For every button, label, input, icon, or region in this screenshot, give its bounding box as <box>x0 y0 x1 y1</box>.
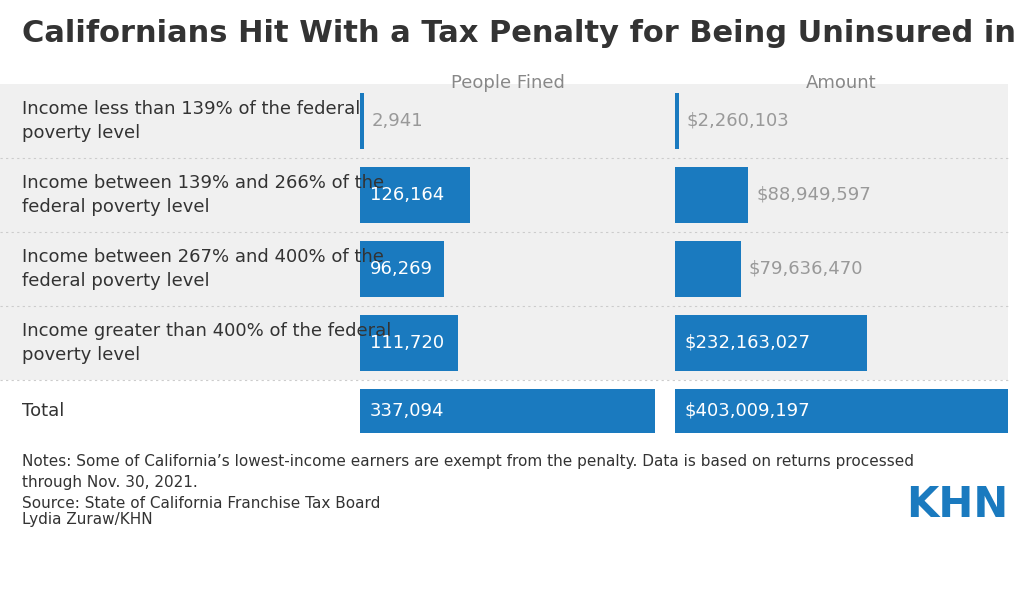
Bar <box>675 241 740 297</box>
Text: 337,094: 337,094 <box>370 402 444 420</box>
Bar <box>360 315 458 371</box>
Text: 126,164: 126,164 <box>370 186 444 204</box>
Text: Notes: Some of California’s lowest-income earners are exempt from the penalty. D: Notes: Some of California’s lowest-incom… <box>22 454 914 490</box>
Text: Californians Hit With a Tax Penalty for Being Uninsured in 2020: Californians Hit With a Tax Penalty for … <box>22 19 1024 48</box>
Text: KHN: KHN <box>906 484 1008 526</box>
Text: People Fined: People Fined <box>451 74 564 92</box>
Bar <box>0 380 1008 442</box>
Text: Income greater than 400% of the federal
poverty level: Income greater than 400% of the federal … <box>22 322 391 364</box>
Bar <box>360 241 444 297</box>
Text: 111,720: 111,720 <box>370 334 444 352</box>
Text: Income between 267% and 400% of the
federal poverty level: Income between 267% and 400% of the fede… <box>22 248 384 290</box>
Text: 2,941: 2,941 <box>372 112 424 130</box>
Text: Total: Total <box>22 402 65 420</box>
Text: $232,163,027: $232,163,027 <box>685 334 811 352</box>
Text: $79,636,470: $79,636,470 <box>749 260 863 278</box>
Bar <box>675 315 867 371</box>
Text: 96,269: 96,269 <box>370 260 433 278</box>
Bar <box>360 93 364 149</box>
Text: Income between 139% and 266% of the
federal poverty level: Income between 139% and 266% of the fede… <box>22 174 384 216</box>
Text: Source: State of California Franchise Tax Board: Source: State of California Franchise Ta… <box>22 496 380 511</box>
Text: $403,009,197: $403,009,197 <box>685 402 811 420</box>
Text: Income less than 139% of the federal
poverty level: Income less than 139% of the federal pov… <box>22 100 360 142</box>
Text: Amount: Amount <box>806 74 877 92</box>
Bar <box>675 167 749 223</box>
Bar <box>360 167 470 223</box>
Text: $88,949,597: $88,949,597 <box>757 186 871 204</box>
Bar <box>0 232 1008 306</box>
Text: Lydia Zuraw/KHN: Lydia Zuraw/KHN <box>22 512 153 527</box>
Bar <box>0 306 1008 380</box>
Text: $2,260,103: $2,260,103 <box>687 112 790 130</box>
Bar <box>675 389 1008 433</box>
Bar <box>0 158 1008 232</box>
Bar <box>675 93 679 149</box>
Bar <box>0 84 1008 158</box>
Bar <box>360 389 655 433</box>
